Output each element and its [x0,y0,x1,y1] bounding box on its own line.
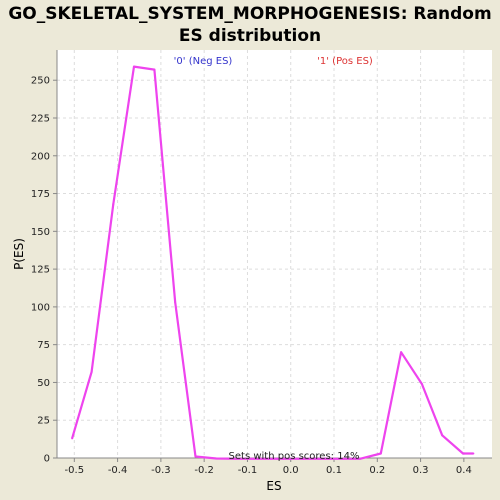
x-tick-label-3: -0.2 [194,465,214,476]
series-point-0-9 [256,457,259,460]
series-point-0-16 [400,351,403,354]
y-tick-label-6: 150 [31,227,50,238]
chart-title-line-2: ES distribution [179,26,321,46]
series-point-0-17 [420,382,423,385]
series-point-0-13 [338,457,341,460]
ticks-layer: -0.5 -0.4 -0.3 -0.2 -0.1 0.0 0.1 0.2 0.3 0.4 0 25 50… [31,76,472,476]
x-tick-label-8: 0.3 [413,465,429,476]
series-point-0-20 [472,452,475,455]
series-point-0-4 [153,68,156,71]
x-tick-label-6: 0.1 [326,465,342,476]
y-tick-label-10: 250 [31,76,50,87]
x-axis-label: ES [266,479,281,493]
series-point-0-1 [90,370,93,373]
series-point-0-10 [276,457,279,460]
chart-title-line-1: GO_SKELETAL_SYSTEM_MORPHOGENESIS: Random [8,4,491,24]
x-tick-label-7: 0.2 [369,465,385,476]
series-point-0-14 [358,457,361,460]
y-tick-label-7: 175 [31,189,50,200]
series-point-0-19 [462,452,464,455]
legend-pos-es: '1' (Pos ES) [317,56,373,67]
series-point-0-11 [297,457,300,460]
y-tick-label-1: 25 [37,416,50,427]
series-point-0-0 [71,437,74,440]
y-tick-label-0: 0 [44,454,50,465]
series-point-0-8 [235,457,238,460]
series-layer [71,65,475,460]
y-tick-label-3: 75 [37,340,50,351]
y-tick-label-5: 125 [31,265,50,276]
series-point-0-15 [379,452,382,455]
series-point-0-2 [112,203,115,206]
series-point-0-6 [194,455,197,458]
x-tick-label-2: -0.3 [151,465,171,476]
x-tick-label-5: 0.0 [283,465,299,476]
series-point-0-7 [215,457,218,460]
y-tick-label-8: 200 [31,151,50,162]
pos-scores-annotation: Sets with pos scores: 14% [229,451,360,462]
x-tick-label-9: 0.4 [456,465,472,476]
y-tick-label-9: 225 [31,114,50,125]
x-tick-label-1: -0.4 [108,465,128,476]
x-tick-label-0: -0.5 [65,465,85,476]
series-point-0-3 [133,65,136,68]
y-tick-label-4: 100 [31,302,50,313]
y-tick-label-2: 50 [37,378,50,389]
y-axis-label: P(ES) [12,238,26,270]
legend-neg-es: '0' (Neg ES) [174,56,233,67]
x-tick-label-4: -0.1 [238,465,258,476]
series-point-0-12 [317,457,320,460]
series-point-0-5 [174,301,177,304]
series-point-0-18 [441,434,444,437]
